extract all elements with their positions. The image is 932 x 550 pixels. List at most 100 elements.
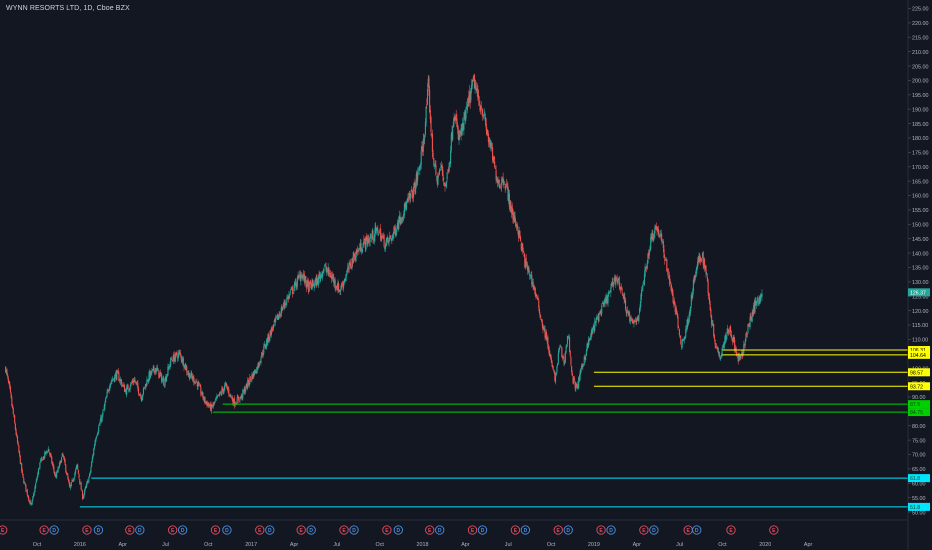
dividend-event-icon[interactable]: D (393, 525, 403, 535)
price-tick-label: 60.00 (912, 481, 926, 487)
earnings-event-icon[interactable]: E (39, 525, 49, 535)
dividend-event-icon[interactable]: D (135, 525, 145, 535)
candle-body (350, 266, 352, 269)
dividend-event-icon[interactable]: D (477, 525, 488, 535)
candle-body (632, 322, 634, 323)
candle-body (230, 394, 232, 397)
candle-body (12, 408, 14, 415)
dividend-event-icon[interactable]: D (93, 525, 104, 535)
candle-body (387, 237, 389, 241)
earnings-event-icon[interactable]: E (596, 525, 606, 535)
candle-body (648, 252, 650, 257)
dividend-event-icon[interactable]: D (692, 525, 702, 535)
earnings-event-ring (510, 525, 521, 535)
candle-body (655, 226, 657, 229)
candle-body (459, 130, 461, 137)
dividend-event-icon[interactable]: D (222, 525, 232, 535)
candle-body (550, 357, 552, 363)
candle-body (158, 373, 161, 378)
candle-body (164, 377, 166, 385)
dividend-event-icon[interactable]: D (606, 525, 616, 535)
candle-body (116, 370, 119, 372)
earnings-event-icon[interactable]: E (726, 525, 736, 535)
dividend-event-icon[interactable]: D (563, 525, 573, 535)
candle-body (359, 248, 361, 250)
candle-body (261, 352, 263, 358)
candle-body (501, 177, 503, 180)
earnings-event-icon[interactable]: E (553, 525, 563, 535)
candle-body (590, 331, 592, 338)
candle-body (270, 330, 272, 336)
dividend-event-icon[interactable]: D (649, 525, 659, 535)
level-price-label: 98.57 (910, 370, 923, 376)
earnings-event-icon[interactable]: E (639, 525, 649, 535)
candle-body (732, 337, 734, 342)
candle-body (483, 113, 485, 118)
earnings-event-icon[interactable]: E (425, 525, 435, 535)
candle-body (395, 232, 397, 237)
candle-body (186, 366, 188, 373)
earnings-event-icon[interactable]: E (255, 525, 265, 535)
candle-body (83, 493, 85, 498)
candle-body (711, 315, 713, 325)
dividend-event-icon[interactable]: D (520, 525, 531, 535)
last-price-badge (908, 288, 930, 297)
earnings-event-letter: E (258, 528, 262, 534)
dividend-event-icon[interactable]: D (178, 525, 188, 535)
candle-body (102, 411, 104, 416)
candle-body (80, 482, 82, 490)
earnings-event-icon[interactable]: E (0, 525, 8, 535)
candle-body (146, 379, 148, 386)
candle-body (288, 294, 290, 299)
earnings-event-icon[interactable]: E (125, 525, 135, 535)
candle-body (468, 95, 470, 104)
candle-body (648, 250, 650, 256)
candle-body (535, 293, 537, 297)
earnings-event-icon[interactable]: E (168, 525, 178, 535)
dividend-event-icon[interactable]: D (49, 525, 59, 535)
candle-body (238, 397, 240, 401)
candle-body (436, 176, 438, 177)
candle-body (75, 466, 77, 469)
earnings-event-icon[interactable]: E (769, 525, 779, 535)
candle-body (296, 277, 298, 287)
candle-body (189, 373, 191, 380)
candle-body (100, 417, 102, 423)
candle-body (506, 186, 508, 188)
candle-body (263, 345, 265, 354)
candle-body (438, 175, 440, 176)
candle-body (330, 276, 332, 278)
candle-body (375, 228, 377, 232)
dividend-event-icon[interactable]: D (435, 525, 445, 535)
earnings-event-icon[interactable]: E (210, 525, 221, 535)
candle-body (45, 450, 47, 454)
candle-body (552, 369, 555, 370)
earnings-event-icon[interactable]: E (82, 525, 92, 535)
candle-body (426, 88, 429, 105)
candle-body (234, 404, 236, 406)
candle-body (171, 358, 173, 360)
candle-body (620, 287, 622, 291)
dividend-event-icon[interactable]: D (306, 525, 316, 535)
candle-body (726, 331, 728, 336)
candle-body (28, 500, 30, 502)
candle-body (405, 205, 407, 211)
candle-body (564, 361, 566, 363)
level-price-badge (908, 474, 930, 483)
candle-body (142, 387, 144, 395)
candle-body (231, 397, 233, 401)
candle-body (586, 344, 588, 351)
candle-body (552, 365, 554, 368)
dividend-event-icon[interactable]: D (349, 525, 359, 535)
earnings-event-icon[interactable]: E (382, 525, 392, 535)
earnings-event-icon[interactable]: E (467, 525, 478, 535)
earnings-event-icon[interactable]: E (339, 525, 349, 535)
dividend-event-icon[interactable]: D (265, 525, 275, 535)
candle-body (531, 275, 533, 285)
candle-body (293, 288, 295, 292)
earnings-event-icon[interactable]: E (510, 525, 521, 535)
candle-body (321, 274, 323, 278)
earnings-event-icon[interactable]: E (296, 525, 306, 535)
candle-body (328, 267, 330, 275)
